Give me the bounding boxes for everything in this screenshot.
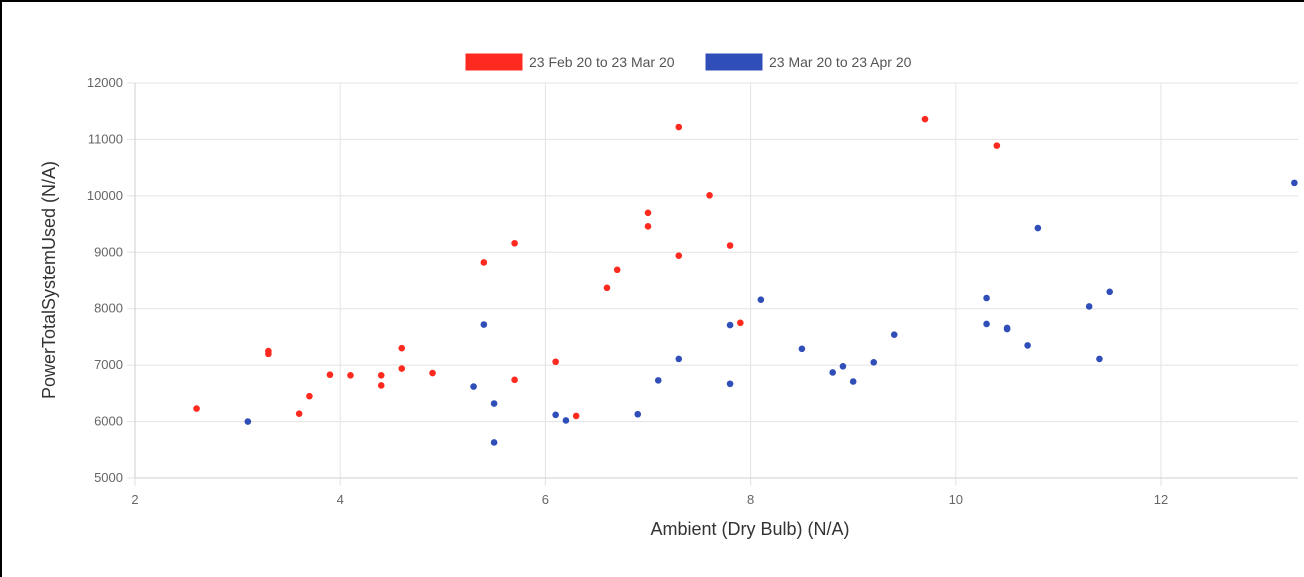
legend-label-series-1[interactable]: 23 Feb 20 to 23 Mar 20: [529, 54, 675, 70]
data-point-series-1[interactable]: [398, 365, 406, 372]
x-tick-label: 6: [542, 492, 549, 507]
data-point-series-1[interactable]: [726, 242, 734, 249]
data-point-series-1[interactable]: [480, 259, 488, 266]
data-point-series-1[interactable]: [737, 319, 744, 327]
data-point-series-2[interactable]: [552, 411, 559, 419]
x-axis-title: Ambient (Dry Bulb) (N/A): [650, 519, 849, 539]
data-point-series-2[interactable]: [490, 400, 498, 407]
data-point-series-2[interactable]: [1106, 288, 1113, 296]
data-point-series-2[interactable]: [634, 410, 642, 418]
data-point-series-1[interactable]: [306, 392, 313, 400]
data-point-series-2[interactable]: [1096, 355, 1103, 363]
legend-swatch-series-1[interactable]: [465, 53, 523, 71]
data-point-series-1[interactable]: [193, 405, 200, 412]
data-point-series-1[interactable]: [675, 123, 683, 131]
data-point-series-1[interactable]: [377, 372, 385, 379]
data-point-series-1[interactable]: [572, 412, 580, 420]
data-point-series-2[interactable]: [757, 296, 765, 303]
data-point-series-2[interactable]: [983, 294, 990, 302]
data-point-series-1[interactable]: [993, 142, 1001, 149]
data-point-series-1[interactable]: [265, 350, 272, 358]
data-point-series-1[interactable]: [295, 410, 303, 417]
x-tick-label: 2: [131, 492, 138, 507]
y-tick-label: 7000: [94, 357, 123, 372]
x-tick-label: 8: [747, 492, 754, 507]
y-tick-label: 11000: [88, 131, 123, 146]
y-tick-label: 6000: [94, 414, 123, 429]
data-point-series-2[interactable]: [829, 369, 836, 376]
x-tick-label: 4: [337, 492, 344, 507]
data-points: [193, 115, 1298, 446]
data-point-series-2[interactable]: [1291, 179, 1298, 187]
data-point-series-1[interactable]: [552, 358, 559, 366]
data-point-series-2[interactable]: [983, 320, 990, 328]
data-point-series-1[interactable]: [613, 266, 621, 274]
data-point-series-1[interactable]: [377, 382, 385, 389]
data-point-series-2[interactable]: [798, 345, 806, 353]
y-tick-label: 12000: [87, 75, 123, 90]
data-point-series-1[interactable]: [429, 369, 436, 377]
data-point-series-1[interactable]: [511, 376, 518, 384]
y-tick-label: 5000: [94, 470, 123, 485]
data-point-series-2[interactable]: [726, 321, 734, 329]
y-tick-label: 8000: [94, 301, 123, 316]
gridlines: [127, 82, 1298, 486]
y-axis-title: PowerTotalSystemUsed (N/A): [39, 161, 59, 399]
data-point-series-2[interactable]: [1034, 224, 1042, 232]
data-point-series-2[interactable]: [726, 380, 734, 388]
data-point-series-2[interactable]: [490, 439, 498, 446]
data-point-series-1[interactable]: [644, 209, 652, 217]
data-point-series-2[interactable]: [470, 383, 477, 390]
data-point-series-2[interactable]: [675, 355, 683, 363]
data-point-series-2[interactable]: [562, 417, 570, 424]
tick-labels: 5000 6000 7000 8000 9000 10000 11000 12000 2 4 6 8 1…: [87, 75, 1168, 507]
data-point-series-2[interactable]: [849, 378, 857, 385]
data-point-series-2[interactable]: [1024, 342, 1031, 349]
legend[interactable]: 23 Feb 20 to 23 Mar 20 23 Mar 20 to 23 A…: [465, 53, 912, 71]
data-point-series-2[interactable]: [839, 362, 847, 370]
data-point-series-2[interactable]: [244, 418, 252, 425]
data-point-series-2[interactable]: [480, 321, 488, 328]
data-point-series-1[interactable]: [644, 223, 652, 230]
data-point-series-2[interactable]: [890, 331, 898, 338]
data-point-series-1[interactable]: [326, 371, 334, 379]
data-point-series-1[interactable]: [511, 239, 518, 247]
x-tick-label: 12: [1154, 492, 1168, 507]
data-point-series-1[interactable]: [347, 372, 354, 379]
legend-label-series-2[interactable]: 23 Mar 20 to 23 Apr 20: [769, 54, 912, 70]
data-point-series-1[interactable]: [675, 252, 683, 259]
x-tick-label: 10: [949, 492, 963, 507]
data-point-series-1[interactable]: [603, 284, 611, 292]
y-tick-label: 10000: [87, 188, 123, 203]
data-point-series-2[interactable]: [1003, 325, 1011, 333]
data-point-series-1[interactable]: [398, 344, 406, 352]
data-point-series-1[interactable]: [921, 115, 929, 123]
y-tick-label: 9000: [94, 244, 123, 259]
legend-swatch-series-2[interactable]: [705, 53, 763, 71]
data-point-series-1[interactable]: [706, 191, 713, 199]
data-point-series-2[interactable]: [654, 377, 662, 384]
data-point-series-2[interactable]: [1085, 303, 1093, 310]
data-point-series-2[interactable]: [870, 359, 878, 366]
